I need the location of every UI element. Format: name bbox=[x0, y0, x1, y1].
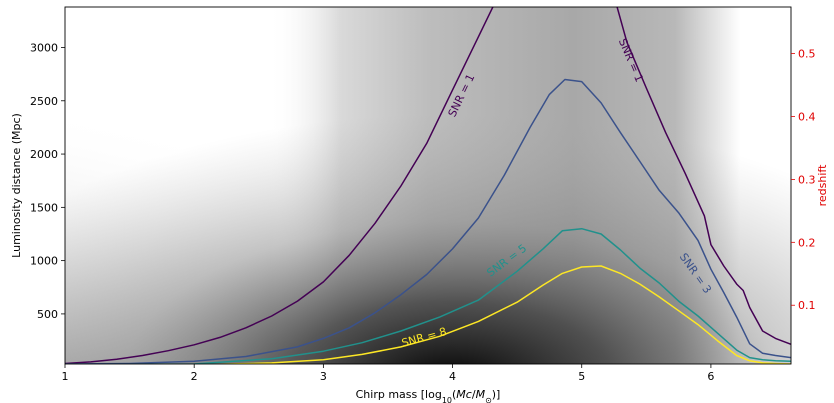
series-line-4 bbox=[200, 265, 791, 364]
y2-tick-label-5: 0.5 bbox=[798, 48, 816, 61]
x-axis-title-msym: M bbox=[476, 388, 486, 401]
x-axis: 1 2 3 4 5 6 bbox=[62, 364, 714, 383]
y-axis-title: Luminosity distance (Mpc) bbox=[10, 113, 23, 258]
y2-tick-label-4: 0.4 bbox=[798, 110, 816, 123]
x-axis-title-sub: 10 bbox=[442, 396, 452, 403]
y2-tick-label-2: 0.2 bbox=[798, 236, 816, 249]
y-tick-label-4: 2000 bbox=[30, 148, 58, 161]
background-dark-core bbox=[65, 7, 791, 364]
x-axis-title-prefix: Chirp mass [log bbox=[356, 388, 442, 401]
y2-tick-label-1: 0.1 bbox=[798, 299, 816, 312]
series-line-2 bbox=[65, 78, 791, 364]
x-tick-label-4: 4 bbox=[449, 370, 456, 383]
x-axis-title-italic: Mc bbox=[456, 388, 472, 401]
y-tick-label-1: 500 bbox=[37, 308, 58, 321]
x-tick-label-2: 2 bbox=[191, 370, 198, 383]
y2-axis-title: redshift bbox=[816, 164, 829, 206]
x-axis-title-slash: / bbox=[472, 388, 476, 401]
y-tick-label-2: 1000 bbox=[30, 255, 58, 268]
x-axis-title: Chirp mass [log10(Mc/M⊙)] bbox=[356, 388, 501, 403]
y2-axis: 0.1 0.2 0.3 0.4 0.5 bbox=[791, 48, 816, 312]
y-tick-label-5: 2500 bbox=[30, 95, 58, 108]
x-tick-label-5: 5 bbox=[578, 370, 585, 383]
x-tick-label-3: 3 bbox=[320, 370, 327, 383]
y-tick-label-6: 3000 bbox=[30, 41, 58, 54]
series-line-3 bbox=[65, 227, 791, 364]
x-axis-title-suffix: )] bbox=[492, 388, 501, 401]
x-tick-label-1: 1 bbox=[62, 370, 69, 383]
x-tick-label-6: 6 bbox=[707, 370, 714, 383]
series-line-1 bbox=[65, 7, 791, 364]
x-axis-title-mid: ( bbox=[452, 388, 456, 401]
y-axis: 500 1000 1500 2000 2500 3000 bbox=[30, 41, 65, 321]
y2-tick-label-3: 0.3 bbox=[798, 173, 816, 186]
plot-frame bbox=[64, 6, 792, 365]
series-layer bbox=[65, 7, 791, 364]
x-axis-title-odot: ⊙ bbox=[485, 396, 492, 403]
y-tick-label-3: 1500 bbox=[30, 201, 58, 214]
